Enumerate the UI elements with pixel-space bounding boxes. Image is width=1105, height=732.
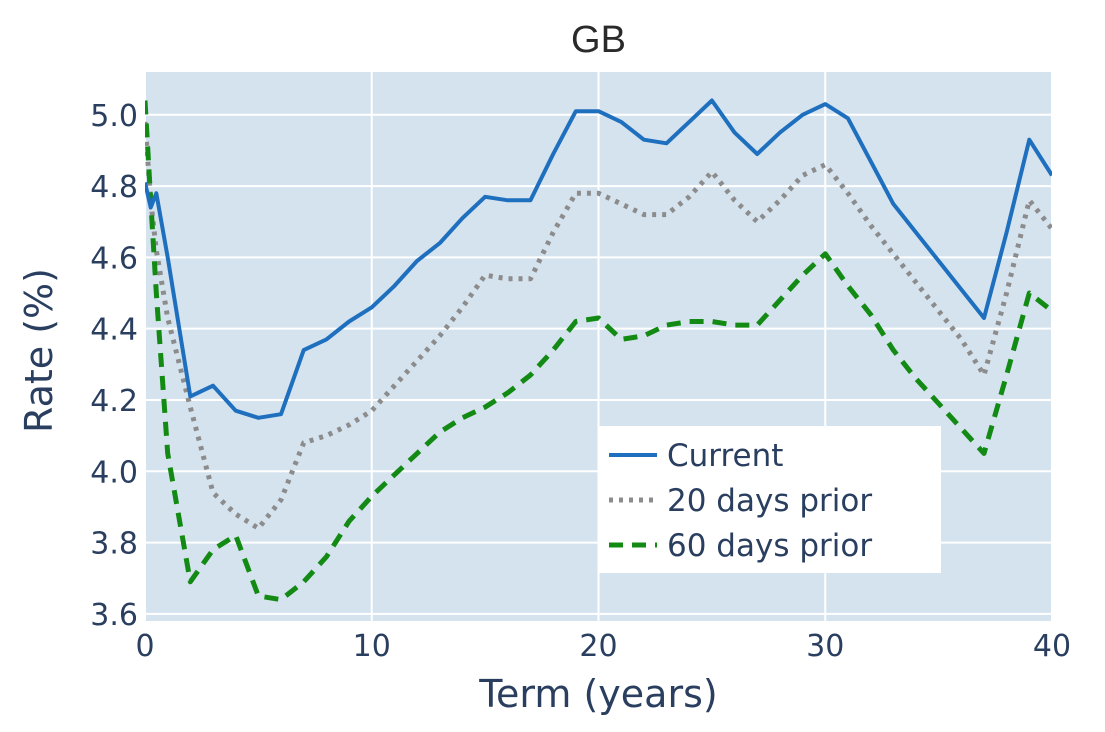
y-tick-label: 3.8 [90,527,138,562]
legend-label: 20 days prior [667,483,872,519]
x-tick-label: 10 [353,629,391,664]
series-lines [145,98,1052,603]
x-tick-label: 0 [135,629,154,664]
x-tick-label: 40 [1033,629,1071,664]
y-axis-ticks: 3.6 3.8 4.0 4.2 4.4 4.6 4.8 5.0 [90,99,138,633]
y-tick-label: 3.6 [90,598,138,633]
y-tick-label: 5.0 [90,99,138,134]
y-tick-label: 4.2 [90,384,138,419]
y-tick-label: 4.4 [90,313,138,348]
y-axis-title: Rate (%) [17,268,61,433]
legend-item: Current [609,438,783,474]
y-tick-label: 4.6 [90,241,138,276]
legend-label: Current [667,438,783,474]
chart-title: GB [571,19,626,61]
legend-item: 60 days prior [609,528,872,564]
legend: Current 20 days prior 60 days prior [599,426,941,573]
legend-label: 60 days prior [667,528,872,564]
legend-item: 20 days prior [609,483,872,519]
series-line-current [145,98,1052,420]
x-axis-title: Term (years) [478,672,717,716]
legend-box [599,426,941,573]
x-axis-ticks: 0 10 20 30 40 [135,629,1071,664]
series-line-60-days-prior [145,100,1052,603]
x-tick-label: 30 [806,629,844,664]
y-tick-label: 4.8 [90,170,138,205]
y-tick-label: 4.0 [90,455,138,490]
x-tick-label: 20 [579,629,617,664]
